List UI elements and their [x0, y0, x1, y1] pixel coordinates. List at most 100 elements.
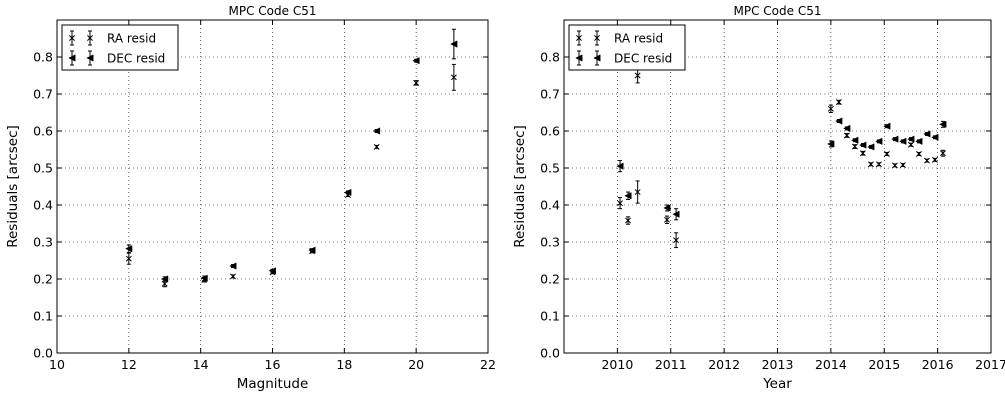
- y-axis-label: Residuals [arcsec]: [5, 125, 21, 248]
- data-point-dec: [899, 137, 907, 145]
- legend-marker-dec: [86, 54, 94, 62]
- data-point-ra: [673, 237, 680, 244]
- data-point-dec: [931, 133, 939, 141]
- data-point-dec: [867, 143, 875, 151]
- data-point-ra: [875, 161, 882, 168]
- data-point-ra: [125, 255, 132, 262]
- x-tick-label: 16: [265, 357, 281, 372]
- legend-marker-ra: [87, 35, 93, 41]
- y-tick-label: 0.1: [33, 309, 53, 324]
- x-tick-label: 12: [121, 357, 137, 372]
- data-point-dec: [200, 274, 208, 282]
- data-point-dec: [875, 137, 883, 145]
- series-dec-resid: [125, 28, 458, 283]
- x-tick-label: 20: [408, 357, 424, 372]
- x-tick-label: 18: [336, 357, 352, 372]
- chart-2: 2010 2011 2012 2013 2014 2015 2016 2017 0.0 0.1 0.…: [512, 4, 1005, 392]
- plot-area: [57, 20, 488, 353]
- y-tick-label: 0.7: [33, 87, 53, 102]
- data-point-dec: [663, 204, 671, 212]
- data-point-ra: [859, 150, 866, 157]
- legend-box: [568, 24, 686, 71]
- data-point-dec: [915, 137, 923, 145]
- x-tick-label: 10: [49, 357, 65, 372]
- y-tick-label: 0.4: [33, 198, 53, 213]
- legend-label: RA resid: [614, 32, 663, 46]
- data-point-dec: [160, 275, 169, 283]
- plot-area: [564, 20, 991, 353]
- legend: RA resid DEC resid: [568, 24, 686, 71]
- chart-1: 10 12 14 16 18 20 22 0.0 0.1 0.2 0.3 0.4 0.5 0.6 0.7 0.…: [5, 4, 496, 392]
- data-point-dec: [859, 141, 867, 149]
- data-point-dec: [843, 124, 851, 133]
- y-tick-label: 0.8: [33, 50, 53, 65]
- data-point-ra: [851, 143, 858, 150]
- y-tick-label: 0.2: [540, 272, 560, 287]
- x-tick-label: 2016: [922, 357, 954, 372]
- legend-item: DEC resid: [68, 50, 165, 66]
- data-point-ra: [899, 162, 906, 168]
- x-tick-label: 2015: [868, 357, 900, 372]
- data-point-ra: [450, 74, 457, 81]
- data-point-ra: [867, 161, 874, 168]
- data-point-dec: [616, 162, 624, 170]
- data-layer: [125, 28, 458, 288]
- data-point-dec: [851, 136, 859, 144]
- data-point-dec: [412, 57, 420, 65]
- data-point-dec: [891, 135, 899, 143]
- data-point-ra: [827, 105, 834, 112]
- y-axis-label: Residuals [arcsec]: [512, 125, 528, 248]
- data-point-dec: [939, 120, 947, 128]
- data-point-ra: [664, 216, 670, 223]
- legend-item: DEC resid: [575, 50, 672, 66]
- x-tick-label: 2012: [708, 357, 740, 372]
- x-axis-label: Magnitude: [237, 376, 309, 392]
- data-point-ra: [625, 217, 632, 224]
- data-point-dec: [125, 245, 133, 253]
- data-point-dec: [308, 246, 316, 254]
- legend-marker-ra: [594, 35, 600, 41]
- y-tick-label: 0.3: [33, 235, 53, 250]
- plot-frame: [563, 19, 992, 354]
- y-tick-label: 0.2: [33, 272, 53, 287]
- data-point-dec: [827, 140, 835, 148]
- legend: RA resid DEC resid: [61, 24, 179, 71]
- y-tick-label: 0.0: [33, 346, 53, 361]
- x-tick-label: 2011: [655, 357, 687, 372]
- data-point-ra: [843, 132, 850, 139]
- data-point-dec: [835, 117, 843, 125]
- data-point-ra: [932, 156, 938, 163]
- legend-label: RA resid: [107, 32, 156, 46]
- x-axis-label: Year: [762, 376, 792, 392]
- data-point-ra: [230, 273, 236, 280]
- data-point-ra: [883, 150, 890, 157]
- data-point-ra: [940, 150, 946, 157]
- x-tick-label: 2014: [815, 357, 847, 372]
- data-point-ra: [915, 150, 922, 157]
- data-point-ra: [923, 157, 930, 164]
- series-ra-resid: [617, 67, 946, 249]
- data-point-ra: [907, 141, 914, 148]
- data-point-dec: [344, 188, 352, 197]
- data-point-dec: [923, 130, 931, 138]
- legend-box: [61, 24, 179, 71]
- series-dec-resid: [616, 117, 947, 221]
- x-tick-label: 22: [480, 357, 496, 372]
- data-point-ra: [891, 162, 898, 169]
- legend-item: RA resid: [576, 30, 663, 46]
- legend-label: DEC resid: [107, 52, 165, 66]
- y-tick-label: 0.6: [540, 124, 560, 139]
- data-point-dec: [268, 267, 276, 275]
- data-point-dec: [624, 192, 632, 200]
- y-tick-label: 0.5: [540, 161, 560, 176]
- y-tick-label: 0.3: [540, 235, 560, 250]
- data-point-dec: [229, 262, 237, 270]
- y-tick-label: 0.0: [540, 346, 560, 361]
- y-tick-label: 0.8: [540, 50, 560, 65]
- y-tick-label: 0.1: [540, 309, 560, 324]
- legend-marker-dec: [575, 54, 583, 62]
- legend-marker-dec: [68, 54, 76, 62]
- y-tick-label: 0.5: [33, 161, 53, 176]
- data-point-ra: [413, 79, 420, 86]
